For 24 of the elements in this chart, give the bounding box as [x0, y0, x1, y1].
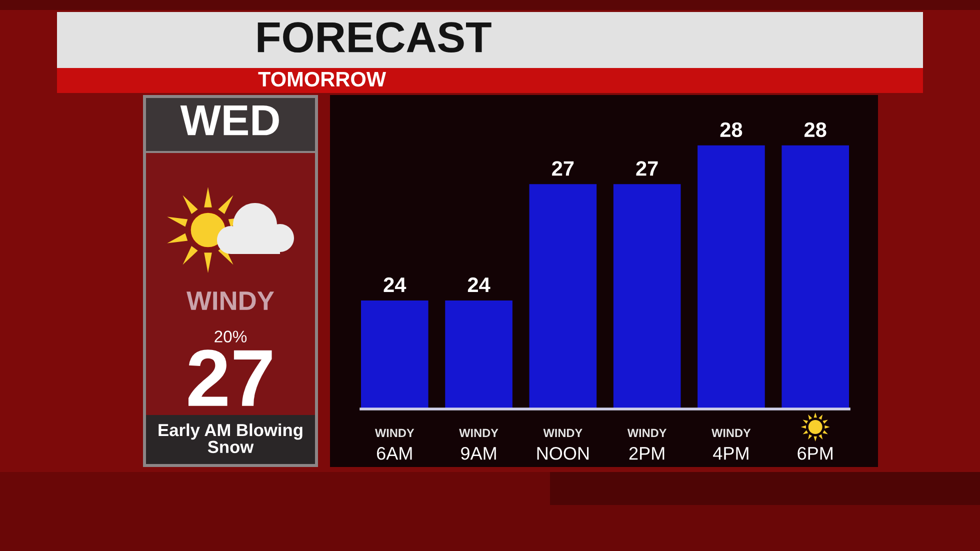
x-tick-label: 6PM [798, 446, 832, 460]
text: Early AM Blowing Snow [158, 423, 302, 454]
text: WINDY [459, 428, 498, 438]
data-label: 24 [468, 277, 490, 292]
x-tick-label: 4PM [713, 447, 748, 460]
data-label: 28 [804, 122, 826, 138]
text: 27 [188, 350, 272, 406]
text: 20% [214, 330, 247, 342]
data-label: 27 [552, 161, 574, 176]
chart-title: FORECAST [258, 22, 492, 53]
text: WINDY [627, 428, 667, 438]
text: WINDY [186, 292, 274, 310]
x-tick-label: NOON [537, 446, 589, 460]
chart-subtitle: TOMORROW [258, 72, 386, 87]
text: WINDY [374, 428, 414, 438]
data-label: 27 [636, 161, 658, 176]
data-label: 24 [384, 277, 406, 292]
text: WINDY [712, 428, 751, 438]
x-tick-label: 9AM [461, 446, 496, 460]
x-tick-label: 6AM [377, 446, 412, 460]
data-label: 28 [720, 122, 742, 138]
text: WED [180, 106, 279, 136]
x-tick-label: 2PM [629, 446, 664, 460]
text: WINDY [543, 428, 582, 438]
